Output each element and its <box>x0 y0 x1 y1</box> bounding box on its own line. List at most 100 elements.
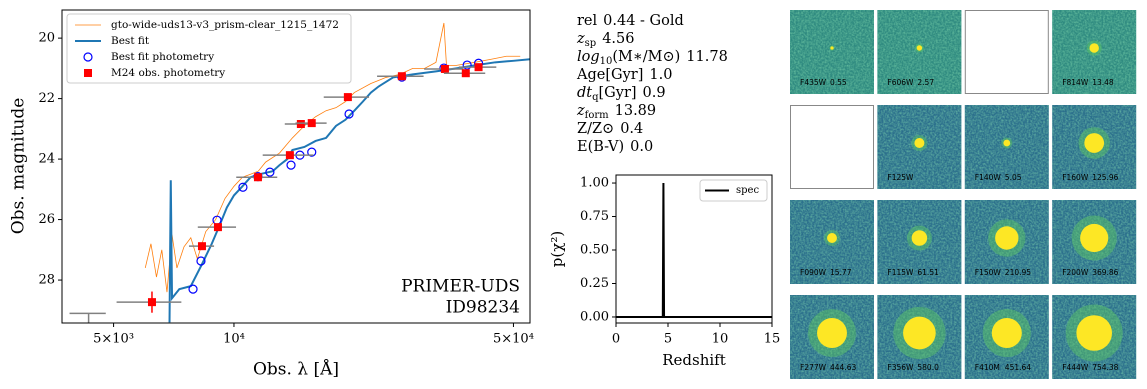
info-value: 11.78 <box>686 49 728 65</box>
cutout-value: 0.55 <box>830 78 847 87</box>
cutout-filter: F160W <box>1062 173 1089 182</box>
info-line: Z/Z⊙ 0.4 <box>577 121 643 137</box>
info-line: E(B-V) 0.0 <box>577 139 653 155</box>
cutout-filter: F606W <box>887 78 914 87</box>
y-tick-label: 20 <box>38 31 55 46</box>
x-tick-label: 10⁴ <box>223 332 245 347</box>
sed-plot-area <box>69 22 530 323</box>
source-blob <box>911 230 928 246</box>
info-value: 0.4 <box>620 121 643 137</box>
info-label: z <box>576 103 585 119</box>
legend-swatch <box>84 69 92 77</box>
y-axis-label: p(χ²) <box>548 231 566 267</box>
info-line: Age[Gyr] 1.0 <box>576 67 672 83</box>
info-value: 0.9 <box>643 85 666 101</box>
cutout-filter: F444W <box>1062 363 1089 372</box>
source-blob <box>914 138 925 148</box>
x-tick-label: 5×10⁴ <box>493 332 534 347</box>
cutout-filter: F140W <box>975 173 1002 182</box>
source-blob <box>903 316 936 350</box>
source-blob <box>817 318 847 348</box>
cutout-value: 444.63 <box>830 363 856 372</box>
overlay: 5×10³ 10⁴ 5×10⁴ 20 22 24 26 28 Obs. magnitude Obs… <box>9 9 1137 380</box>
y-tick-label: 0.25 <box>580 276 609 291</box>
info-value: 0.44 - Gold <box>603 13 684 29</box>
source-blob <box>1084 133 1105 153</box>
info-label: Z/Z⊙ <box>577 121 614 137</box>
empty-cutout <box>964 10 1049 94</box>
info-value: 0.0 <box>630 139 653 155</box>
info-value: 1.0 <box>649 67 672 83</box>
photometry-square <box>253 173 262 182</box>
legend-label: spec <box>736 185 759 196</box>
info-line: zform 13.89 <box>576 103 656 121</box>
x-axis-label: Redshift <box>662 351 726 369</box>
x-tick-label: 15 <box>764 332 781 347</box>
info-subscript: 10 <box>600 56 613 67</box>
cutout-filter: F814W <box>1062 78 1089 87</box>
legend-box <box>699 179 768 202</box>
info-subscript: q <box>592 92 599 103</box>
cutout-filter: F115W <box>887 268 914 277</box>
series-line <box>168 58 530 323</box>
y-tick-label: 22 <box>38 91 55 106</box>
photometry-square <box>147 298 156 307</box>
cutout-value: 369.86 <box>1092 268 1118 277</box>
info-subscript: form <box>585 110 610 121</box>
source-blob <box>827 233 837 243</box>
info-value: 4.56 <box>602 31 634 47</box>
y-tick-label: 24 <box>38 152 55 167</box>
axes-frame <box>61 9 531 324</box>
info-label: dt <box>577 85 592 101</box>
photometry-point <box>188 284 198 294</box>
legend-label: gto-wide-uds13-v3_prism-clear_1215_1472 <box>111 19 339 31</box>
info-label: log <box>577 49 600 65</box>
source-blob <box>991 317 1022 349</box>
x-tick-label: 5 <box>664 332 672 347</box>
photometry-square <box>296 120 305 129</box>
y-tick-label: 0.00 <box>580 309 609 324</box>
cutout-value: 61.51 <box>917 268 939 277</box>
cutout-value: 125.96 <box>1092 173 1118 182</box>
cutout-filter: F090W <box>800 268 827 277</box>
info-value: 13.89 <box>615 103 657 119</box>
y-tick-label: 0.50 <box>580 243 609 258</box>
x-axis-label: Obs. λ [Å] <box>253 359 339 380</box>
source-blob <box>1076 315 1113 351</box>
axes-frame <box>615 174 773 324</box>
cutout-filter: F125W <box>887 173 914 182</box>
photometry-square <box>285 151 294 160</box>
cutout-filter: F150W <box>975 268 1002 277</box>
photometry-point <box>265 167 275 177</box>
x-tick-label: 10 <box>712 332 729 347</box>
source-blob <box>995 226 1019 250</box>
cutout-noise <box>877 10 962 94</box>
legend-label: M24 obs. photometry <box>111 67 225 79</box>
cutout-value: 451.64 <box>1005 363 1031 372</box>
info-line: zsp 4.56 <box>576 31 634 49</box>
legend-label: Best fit photometry <box>111 51 214 63</box>
legend-swatch <box>83 52 93 62</box>
empty-cutout <box>790 105 874 189</box>
source-blob <box>1089 43 1099 53</box>
info-label: z <box>576 31 585 47</box>
photometry-square <box>343 93 352 102</box>
cutout-value: 13.48 <box>1092 78 1114 87</box>
cutout-filter: F277W <box>800 363 827 372</box>
cutout-value: 210.95 <box>1005 268 1031 277</box>
info-label: E(B-V) <box>577 139 624 155</box>
cutout-value: 2.57 <box>917 78 934 87</box>
photometry-square <box>397 72 406 81</box>
photometry-point <box>286 160 296 170</box>
photometry-point <box>462 60 472 70</box>
y-tick-label: 1.00 <box>580 176 609 191</box>
cutout-filter: F410M <box>975 363 1000 372</box>
cutout-value: 580.0 <box>917 363 939 372</box>
series-line <box>616 183 772 318</box>
source-blob <box>1080 223 1109 253</box>
info-suffix: (M∗/M⊙) <box>612 49 680 65</box>
photometry-square <box>307 119 316 128</box>
photometry-point <box>307 147 317 157</box>
